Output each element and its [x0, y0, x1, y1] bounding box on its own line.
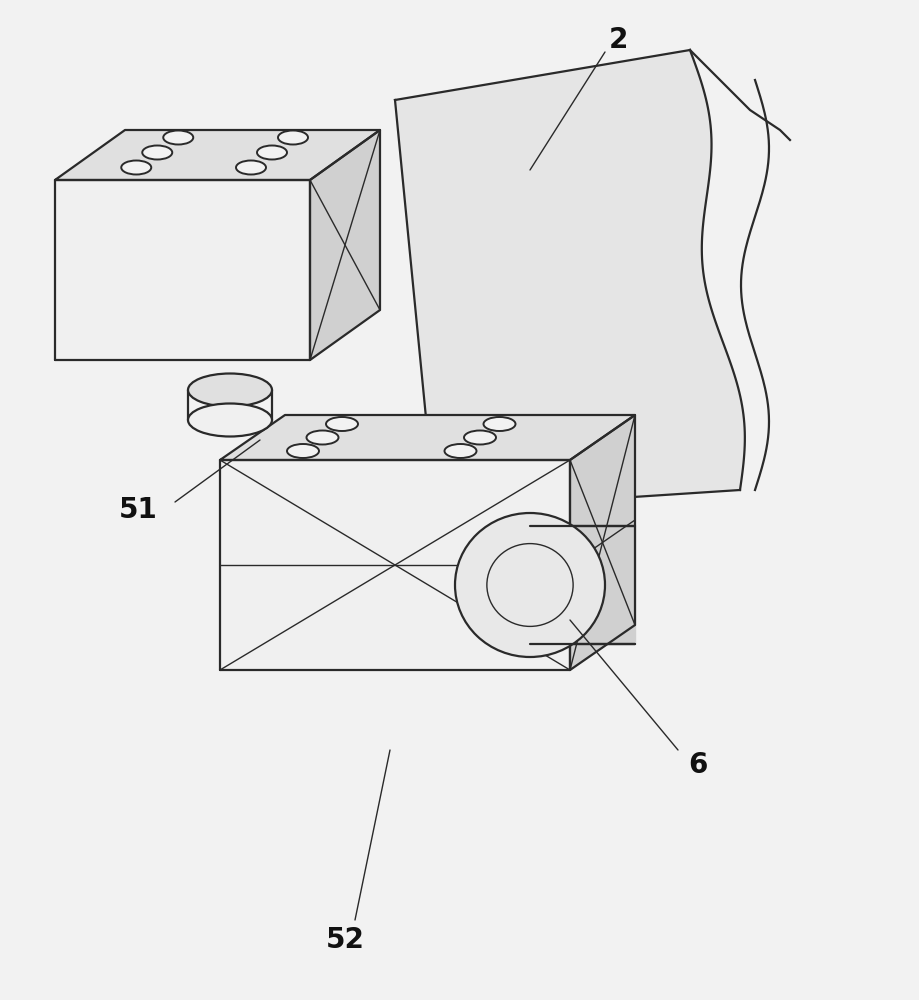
Ellipse shape — [306, 430, 338, 444]
Ellipse shape — [278, 130, 308, 145]
Ellipse shape — [187, 403, 272, 436]
Text: 52: 52 — [325, 926, 364, 954]
Ellipse shape — [187, 373, 272, 406]
Polygon shape — [220, 460, 570, 670]
Ellipse shape — [455, 513, 605, 657]
Ellipse shape — [444, 444, 476, 458]
Polygon shape — [570, 415, 634, 670]
Ellipse shape — [142, 145, 172, 160]
Ellipse shape — [236, 160, 266, 175]
Text: 6: 6 — [687, 751, 707, 779]
Ellipse shape — [325, 417, 357, 431]
Polygon shape — [55, 180, 310, 360]
Polygon shape — [55, 130, 380, 180]
Ellipse shape — [483, 417, 515, 431]
Ellipse shape — [463, 430, 495, 444]
Polygon shape — [529, 526, 634, 644]
Ellipse shape — [287, 444, 319, 458]
Text: 51: 51 — [119, 496, 157, 524]
Polygon shape — [220, 415, 634, 460]
Text: 2: 2 — [607, 26, 627, 54]
Ellipse shape — [121, 160, 151, 175]
Ellipse shape — [163, 130, 193, 145]
Polygon shape — [310, 130, 380, 360]
Ellipse shape — [256, 145, 287, 160]
Polygon shape — [394, 50, 744, 510]
